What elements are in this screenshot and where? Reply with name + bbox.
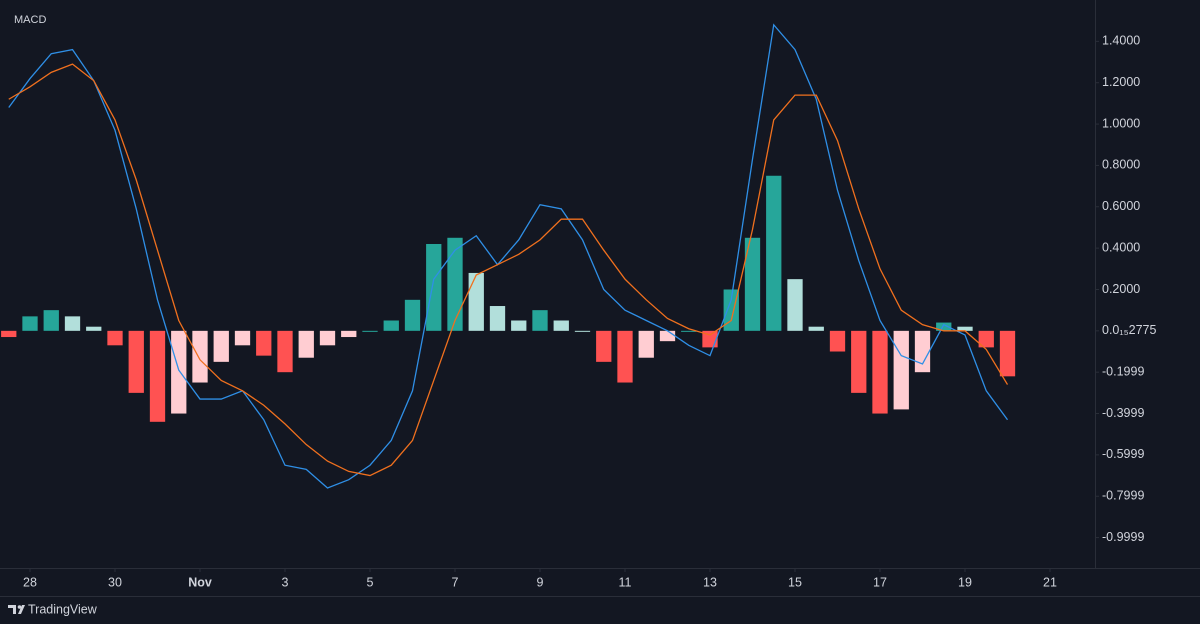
x-tick-label: 11 <box>619 575 632 589</box>
x-tick-label: 30 <box>108 575 122 589</box>
histogram-bar <box>936 322 952 331</box>
histogram-bar <box>553 320 569 331</box>
histogram-bar <box>383 320 399 331</box>
x-tick-label: 15 <box>788 575 802 589</box>
histogram-bar <box>914 330 931 373</box>
histogram-bar <box>978 330 994 348</box>
x-tick-label: 21 <box>1043 575 1057 589</box>
y-tick-label: 1.2000 <box>1102 75 1140 89</box>
histogram-bar <box>277 330 293 373</box>
histogram-bar <box>234 330 251 346</box>
histogram-bar <box>468 272 484 331</box>
y-tick-label: 1.4000 <box>1102 34 1140 48</box>
histogram-bar <box>171 330 187 414</box>
y-tick-label: 0.6000 <box>1102 199 1140 213</box>
x-tick-label: 7 <box>452 575 459 589</box>
histogram-bar <box>298 330 314 358</box>
histogram-bar <box>744 237 761 331</box>
logo <box>8 605 25 614</box>
histogram-bar <box>638 330 654 358</box>
y-tick-label: -0.1999 <box>1102 364 1144 378</box>
histogram-bar <box>851 330 867 393</box>
x-tick-label: 17 <box>873 575 887 589</box>
histogram-bar <box>787 279 803 331</box>
macd-line <box>8 23 1009 489</box>
histogram-bar <box>702 330 718 348</box>
y-tick-label: 0.4000 <box>1102 240 1140 254</box>
histogram-bar <box>511 320 527 331</box>
histogram-bar <box>256 330 272 356</box>
histogram <box>1 175 1016 422</box>
histogram-bar <box>957 326 973 331</box>
histogram-bar <box>808 326 824 331</box>
signal-line <box>8 63 1009 477</box>
y-tick-label: -0.7999 <box>1102 489 1144 503</box>
y-tick-label: -0.5999 <box>1102 447 1144 461</box>
x-tick-label: Nov <box>188 575 212 589</box>
histogram-bar <box>149 330 166 422</box>
y-tick-label: 1.0000 <box>1102 116 1140 130</box>
y-tick-label: -0.9999 <box>1102 530 1144 544</box>
histogram-bar <box>64 316 81 331</box>
histogram-bar <box>362 330 378 332</box>
histogram-bar <box>447 237 463 331</box>
histogram-bar <box>319 330 336 346</box>
histogram-bar <box>893 330 909 410</box>
y-tick-label: 0.0₁₅2775 <box>1102 323 1156 337</box>
histogram-bar <box>681 330 697 332</box>
x-tick-label: 19 <box>958 575 972 589</box>
histogram-bar <box>999 330 1016 377</box>
histogram-bar <box>829 330 846 352</box>
x-tick-label: 3 <box>282 575 289 589</box>
histogram-bar <box>532 310 548 331</box>
y-tick-label: 0.8000 <box>1102 158 1140 172</box>
histogram-bar <box>489 306 506 331</box>
y-tick-label: 0.2000 <box>1102 282 1140 296</box>
histogram-bar <box>723 289 739 331</box>
x-tick-label: 9 <box>537 575 544 589</box>
histogram-bar <box>22 316 38 331</box>
histogram-bar <box>43 310 59 331</box>
histogram-bar <box>341 330 357 338</box>
histogram-bar <box>107 330 123 346</box>
histogram-bar <box>617 330 633 383</box>
histogram-bar <box>574 330 591 332</box>
footer-brand: TradingView <box>28 602 98 616</box>
histogram-bar <box>426 243 442 331</box>
x-tick-label: 13 <box>703 575 717 589</box>
x-tick-label: 5 <box>367 575 374 589</box>
x-tick-label: 28 <box>23 575 37 589</box>
y-tick-label: -0.3999 <box>1102 406 1144 420</box>
histogram-bar <box>192 330 208 383</box>
histogram-bar <box>659 330 676 342</box>
histogram-bar <box>128 330 144 393</box>
chart-title: MACD <box>14 14 46 26</box>
histogram-bar <box>872 330 888 414</box>
histogram-bar <box>213 330 229 362</box>
histogram-bar <box>596 330 612 362</box>
histogram-bar <box>404 299 421 331</box>
histogram-bar <box>766 175 782 331</box>
histogram-bar <box>86 326 102 331</box>
histogram-bar <box>1 330 17 338</box>
